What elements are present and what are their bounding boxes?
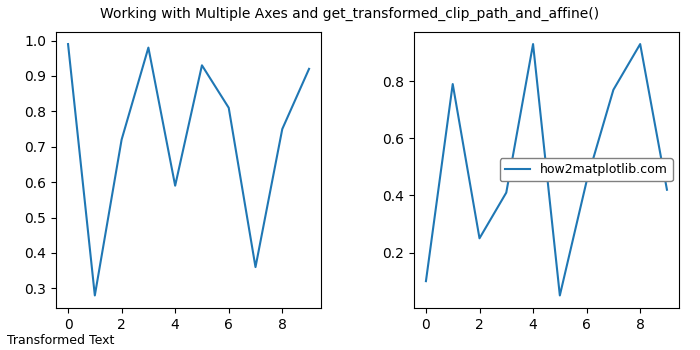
Text: Transformed Text: Transformed Text <box>7 334 114 346</box>
how2matplotlib.com <box>582 179 591 183</box>
how2matplotlib.com <box>421 279 430 283</box>
how2matplotlib.com <box>502 190 510 195</box>
Line: how2matplotlib.com: how2matplotlib.com <box>426 44 667 295</box>
how2matplotlib.com <box>475 236 484 240</box>
how2matplotlib.com <box>529 42 538 46</box>
how2matplotlib.com <box>609 88 617 92</box>
Legend: how2matplotlib.com: how2matplotlib.com <box>500 158 673 181</box>
how2matplotlib.com <box>556 293 564 298</box>
how2matplotlib.com <box>449 82 457 86</box>
Text: Working with Multiple Axes and get_transformed_clip_path_and_affine(): Working with Multiple Axes and get_trans… <box>100 7 600 21</box>
how2matplotlib.com <box>663 188 671 192</box>
how2matplotlib.com <box>636 42 645 46</box>
